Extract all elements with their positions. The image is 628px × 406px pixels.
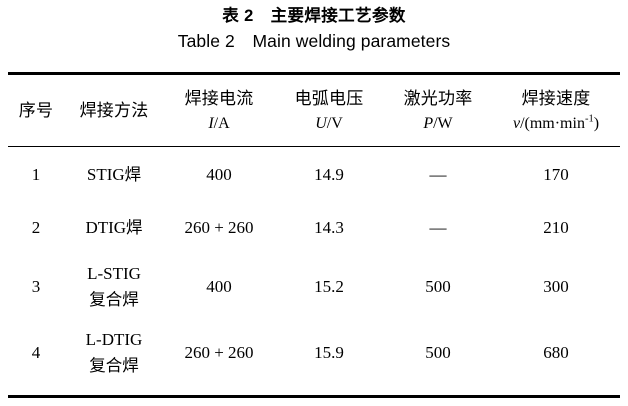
column-header-method: 焊接方法: [64, 75, 164, 148]
table-rule-header: [8, 146, 620, 147]
symbol-voltage: U: [315, 114, 327, 132]
method-name: L-STIG 复合焊: [64, 260, 164, 314]
symbol-current: I: [208, 114, 214, 132]
symbol-speed: v: [512, 114, 521, 132]
cell-current: 400: [206, 164, 232, 184]
column-header-power-unit: P/W: [384, 113, 492, 135]
cell-index: 1: [31, 164, 41, 184]
column-header-speed: 焊接速度 v/(mm·min-1): [492, 75, 620, 148]
method-latin: DTIG: [85, 217, 127, 237]
method-latin: STIG: [86, 164, 125, 184]
column-header-speed-label: 焊接速度: [521, 88, 591, 108]
cell-power: —: [429, 217, 447, 237]
cell-speed: 170: [543, 164, 569, 184]
cell-method: L-DTIG 复合焊: [64, 320, 164, 386]
cell-voltage: 15.9: [314, 343, 344, 362]
unit-speed-tail: ): [593, 114, 600, 132]
column-header-speed-unit: v/(mm·min-1): [492, 113, 620, 135]
column-header-current: 焊接电流 I/A: [164, 75, 274, 148]
cell-current: 260 + 260: [184, 343, 254, 362]
cell-speed: 210: [543, 217, 569, 237]
symbol-power: P: [423, 114, 434, 132]
cell-voltage: 14.9: [314, 164, 344, 184]
table-rule-top: [8, 72, 620, 75]
method-chinese: 焊: [126, 218, 143, 237]
cell-method: DTIG焊: [64, 201, 164, 254]
column-header-voltage-label: 电弧电压: [294, 88, 364, 108]
column-header-method-label: 焊接方法: [79, 100, 149, 120]
column-header-voltage: 电弧电压 U/V: [274, 75, 384, 148]
unit-speed-exponent: -1: [584, 113, 594, 125]
cell-power: 500: [425, 277, 451, 296]
cell-speed: 680: [543, 343, 569, 362]
cell-power: —: [429, 164, 447, 184]
table-row: 1 STIG焊 400 14.9 — 170: [8, 148, 620, 201]
method-chinese: 焊: [124, 165, 142, 184]
cell-index: 2: [31, 217, 41, 237]
column-header-voltage-unit: U/V: [274, 113, 384, 135]
cell-power: 500: [425, 343, 451, 362]
cell-index: 3: [31, 277, 41, 296]
table-rule-bottom: [8, 395, 620, 398]
cell-current: 260 + 260: [184, 217, 254, 237]
table-caption: 表 2 主要焊接工艺参数 Table 2 Main welding parame…: [0, 4, 628, 55]
welding-parameters-table: 序号 焊接方法 焊接电流 I/A 电弧电压 U/V: [8, 75, 620, 386]
cell-voltage: 15.2: [314, 277, 344, 296]
cell-speed: 300: [543, 277, 569, 296]
method-name: STIG焊: [64, 162, 164, 188]
column-header-index-label: 序号: [18, 100, 54, 120]
method-name: DTIG焊: [64, 215, 164, 241]
table-row: 3 L-STIG 复合焊 400 15.2 500 300: [8, 254, 620, 320]
caption-chinese: 表 2 主要焊接工艺参数: [222, 7, 406, 25]
unit-power: /W: [433, 114, 453, 132]
method-chinese: 复合焊: [89, 357, 139, 375]
table-row: 4 L-DTIG 复合焊 260 + 260 15.9 500 680: [8, 320, 620, 386]
cell-voltage: 14.3: [314, 217, 344, 237]
column-header-power: 激光功率 P/W: [384, 75, 492, 148]
method-name: L-DTIG 复合焊: [64, 326, 164, 380]
column-header-power-label: 激光功率: [403, 88, 473, 108]
caption-english: Table 2 Main welding parameters: [177, 31, 451, 51]
method-chinese: 复合焊: [89, 291, 139, 309]
cell-index: 4: [31, 343, 41, 362]
method-latin: L-DTIG: [85, 330, 143, 349]
cell-current: 400: [206, 277, 232, 296]
unit-voltage: /V: [326, 114, 343, 132]
method-latin: L-STIG: [87, 264, 141, 283]
column-header-current-unit: I/A: [164, 113, 274, 135]
column-header-current-label: 焊接电流: [184, 88, 254, 108]
unit-current: /A: [213, 114, 230, 132]
table-row: 2 DTIG焊 260 + 260 14.3 — 210: [8, 201, 620, 254]
table-header-row: 序号 焊接方法 焊接电流 I/A 电弧电压 U/V: [8, 75, 620, 148]
unit-speed: /(mm·min: [520, 114, 585, 132]
cell-method: L-STIG 复合焊: [64, 254, 164, 320]
cell-method: STIG焊: [64, 148, 164, 201]
column-header-index: 序号: [8, 75, 64, 148]
